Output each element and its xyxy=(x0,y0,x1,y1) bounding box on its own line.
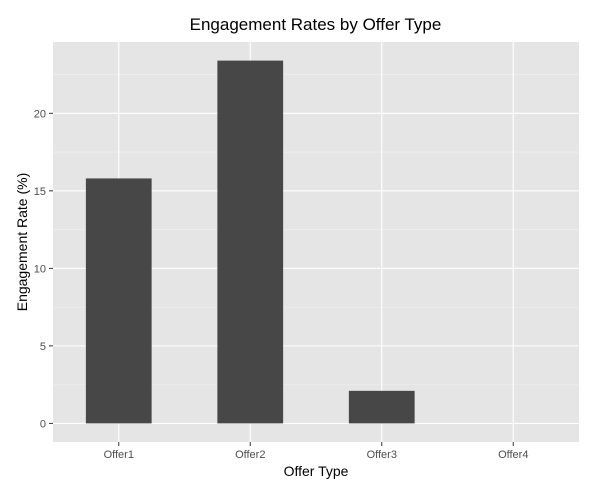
x-tick-label: Offer1 xyxy=(104,449,134,461)
y-tick-label: 20 xyxy=(34,108,46,120)
y-tick-label: 10 xyxy=(34,263,46,275)
x-tick-label: Offer2 xyxy=(235,449,265,461)
y-tick-label: 0 xyxy=(40,418,46,430)
x-tick-label: Offer4 xyxy=(498,449,528,461)
bar-offer2 xyxy=(217,61,283,424)
y-tick-label: 5 xyxy=(40,341,46,353)
bar-offer1 xyxy=(86,178,152,423)
x-axis: Offer1 Offer2 Offer3 Offer4 xyxy=(104,442,529,461)
y-axis: 0 5 10 15 20 xyxy=(34,108,53,430)
y-axis-title: Engagement Rate (%) xyxy=(14,173,30,312)
y-tick-label: 15 xyxy=(34,186,46,198)
chart-title: Engagement Rates by Offer Type xyxy=(190,15,442,34)
bar-offer3 xyxy=(349,391,415,424)
x-axis-title: Offer Type xyxy=(284,463,349,479)
x-tick-label: Offer3 xyxy=(367,449,397,461)
